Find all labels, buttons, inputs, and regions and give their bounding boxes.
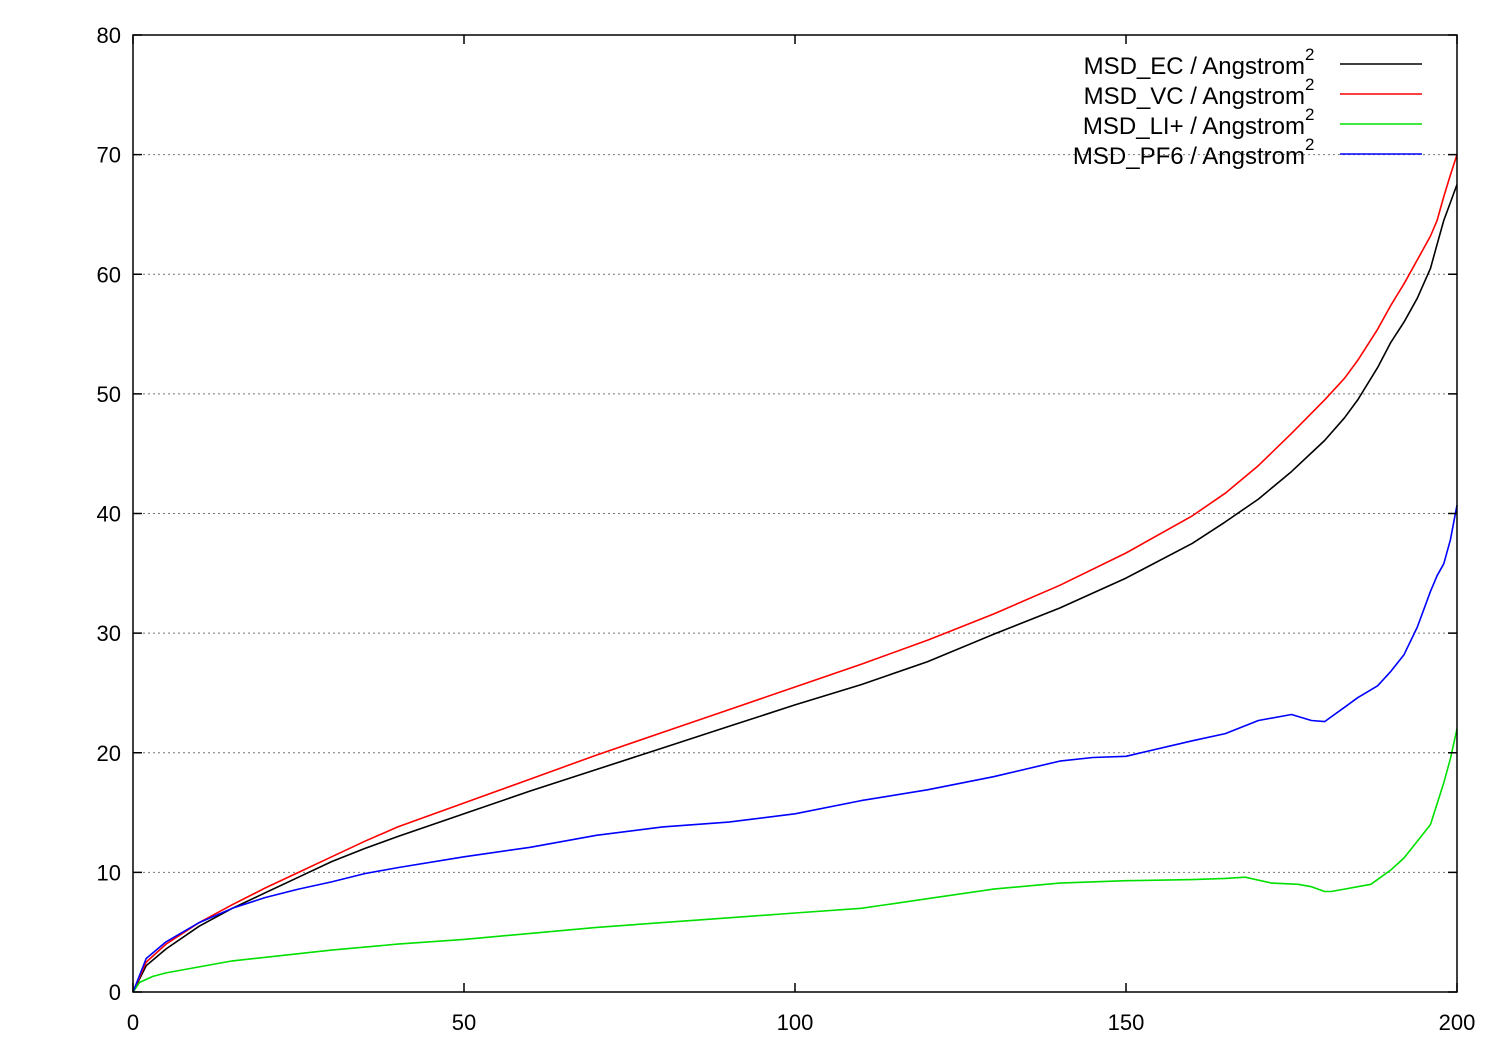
y-tick-label-70: 70 xyxy=(97,143,121,168)
axes: 0 10 20 30 40 50 60 70 80 0 50 100 150 200 xyxy=(97,23,1476,1035)
legend-label-1: MSD_VC / Angstrom xyxy=(1084,83,1305,110)
x-tick-label-200: 200 xyxy=(1439,1010,1476,1035)
x-tick-label-100: 100 xyxy=(777,1010,814,1035)
grid-lines xyxy=(133,154,1457,873)
legend-label-2: MSD_LI+ / Angstrom xyxy=(1083,113,1305,140)
y-tick-label-50: 50 xyxy=(97,382,121,407)
y-tick-label-60: 60 xyxy=(97,262,121,287)
y-tick-label-30: 30 xyxy=(97,621,121,646)
y-tick-label-0: 0 xyxy=(109,980,121,1005)
legend-superscript-3: 2 xyxy=(1305,135,1314,154)
series-line-3 xyxy=(132,504,1458,993)
series-line-0 xyxy=(132,184,1458,993)
y-tick-label-40: 40 xyxy=(97,502,121,527)
legend-label-0: MSD_EC / Angstrom xyxy=(1084,53,1305,80)
y-tick-label-80: 80 xyxy=(97,23,121,48)
x-tick-label-50: 50 xyxy=(452,1010,476,1035)
series-line-2 xyxy=(132,728,1458,993)
y-tick-label-10: 10 xyxy=(97,860,121,885)
legend-superscript-1: 2 xyxy=(1305,75,1314,94)
legend-superscript-2: 2 xyxy=(1305,105,1314,124)
x-tick-label-150: 150 xyxy=(1108,1010,1145,1035)
series-lines xyxy=(132,154,1458,993)
y-tick-label-20: 20 xyxy=(97,741,121,766)
x-tick-label-0: 0 xyxy=(127,1010,139,1035)
legend-label-3: MSD_PF6 / Angstrom xyxy=(1073,143,1305,170)
legend-superscript-0: 2 xyxy=(1305,45,1314,64)
series-line-1 xyxy=(132,154,1458,993)
